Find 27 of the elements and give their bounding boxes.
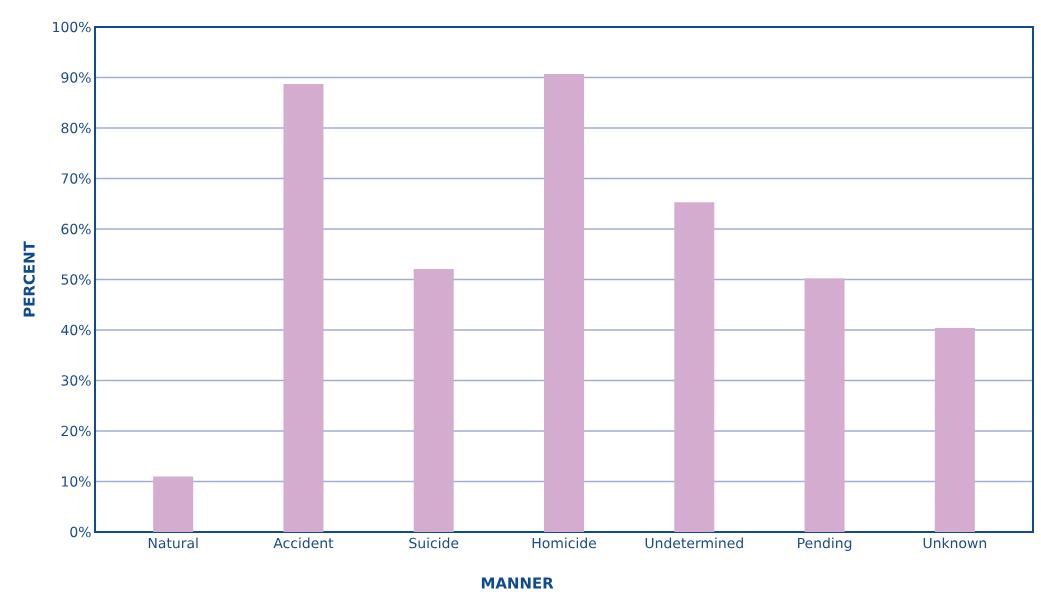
y-tick-label: 80% (61, 122, 91, 134)
y-tick-label: 0% (70, 526, 91, 538)
y-tick-label: 10% (62, 476, 91, 487)
y-tick-label: 70% (61, 173, 91, 184)
x-tick-label: Pending (798, 537, 852, 552)
x-tick-label: Suicide (409, 537, 459, 549)
bar (544, 73, 585, 532)
x-tick-label: Homicide (532, 537, 597, 549)
y-tick-label: 50% (61, 274, 91, 285)
bar (413, 268, 454, 532)
x-axis-title: MANNER (481, 577, 554, 589)
x-tick-label: Accident (273, 537, 334, 549)
y-tick-label: 40% (61, 324, 91, 336)
x-tick-label: Unknown (923, 537, 987, 549)
bar (283, 84, 324, 532)
x-tick-label: Natural (148, 537, 198, 549)
y-tick-label: 90% (61, 72, 91, 83)
bar (934, 327, 975, 532)
x-tick-label: Undetermined (645, 537, 743, 549)
y-tick-label: 20% (61, 425, 91, 437)
y-axis-title: PERCENT (23, 241, 35, 317)
y-tick-label: 100% (53, 21, 91, 33)
bar (804, 278, 845, 532)
y-tick-label: 30% (61, 375, 91, 386)
bar (153, 476, 194, 532)
y-tick-label: 60% (61, 223, 91, 235)
bar (674, 202, 715, 532)
